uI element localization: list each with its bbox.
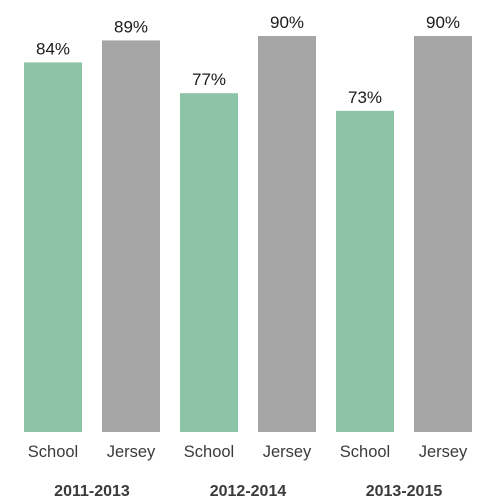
group-label-2013-2015: 2013-2015 bbox=[366, 483, 443, 500]
x-tick-label-jersey-2013-2015: Jersey bbox=[419, 443, 468, 461]
group-label-2012-2014: 2012-2014 bbox=[210, 483, 287, 500]
value-label-jersey-2013-2015: 90% bbox=[426, 13, 460, 32]
bar-school-2013-2015 bbox=[336, 110, 394, 433]
bar-jersey-2011-2013 bbox=[102, 40, 160, 433]
value-label-school-2011-2013: 84% bbox=[36, 39, 70, 58]
value-label-jersey-2012-2014: 90% bbox=[270, 13, 304, 32]
value-label-school-2012-2014: 77% bbox=[192, 70, 226, 89]
x-tick-label-school-2011-2013: School bbox=[28, 443, 78, 461]
bar-jersey-2013-2015 bbox=[414, 36, 472, 432]
group-label-2011-2013: 2011-2013 bbox=[54, 483, 130, 500]
bar-school-2012-2014 bbox=[180, 93, 238, 432]
value-label-school-2013-2015: 73% bbox=[348, 88, 382, 107]
x-tick-label-school-2013-2015: School bbox=[340, 443, 390, 461]
bar-school-2011-2013 bbox=[24, 62, 82, 433]
x-tick-label-jersey-2011-2013: Jersey bbox=[107, 443, 156, 461]
x-tick-label-jersey-2012-2014: Jersey bbox=[263, 443, 312, 461]
bar-jersey-2012-2014 bbox=[258, 36, 316, 432]
value-label-jersey-2011-2013: 89% bbox=[114, 17, 148, 36]
x-tick-label-school-2012-2014: School bbox=[184, 443, 234, 461]
